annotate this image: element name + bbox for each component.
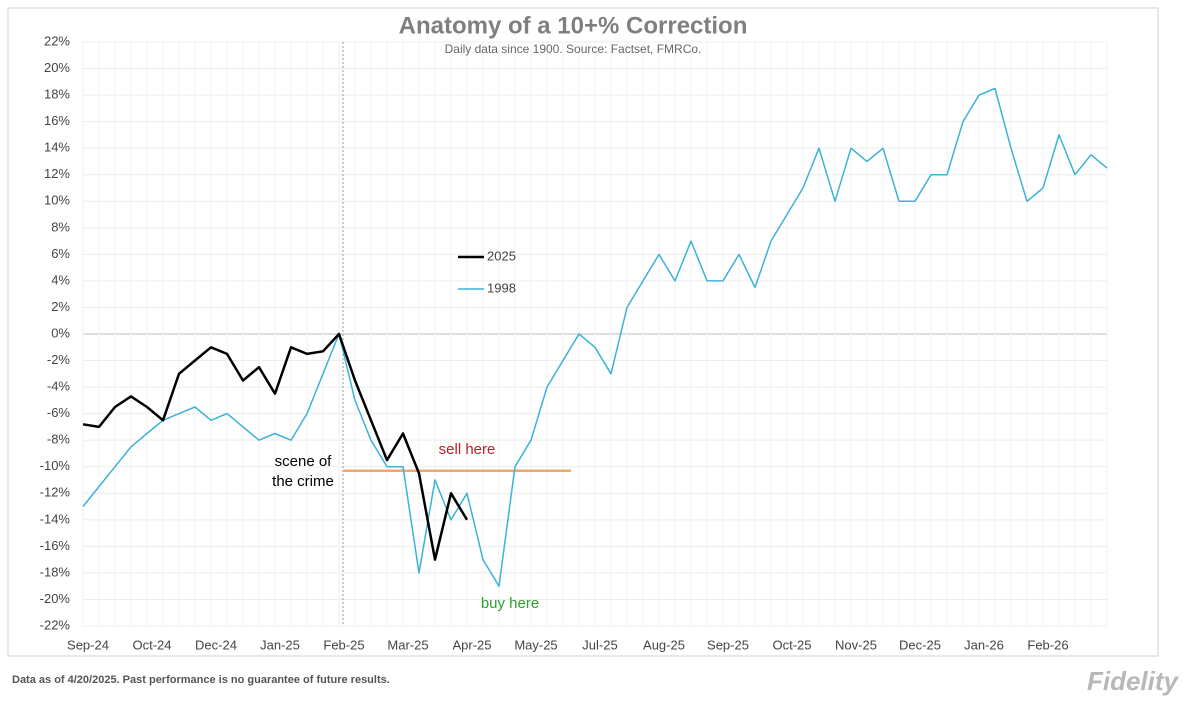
x-tick-label: Feb-26 <box>1027 637 1068 652</box>
y-tick-label: 14% <box>44 140 70 155</box>
x-tick-label: Dec-25 <box>899 637 941 652</box>
x-tick-label: Sep-25 <box>707 637 749 652</box>
footnote: Data as of 4/20/2025. Past performance i… <box>12 674 390 686</box>
y-tick-label: -8% <box>47 432 71 447</box>
y-tick-label: 16% <box>44 113 70 128</box>
x-tick-label: Dec-24 <box>195 637 237 652</box>
x-tick-label: Apr-25 <box>452 637 491 652</box>
x-tick-label: Feb-25 <box>323 637 364 652</box>
y-tick-label: 20% <box>44 60 70 75</box>
chart-frame <box>7 7 1159 657</box>
y-tick-label: -14% <box>40 511 71 526</box>
y-tick-label: 2% <box>51 299 70 314</box>
chart-title: Anatomy of a 10+% Correction <box>399 12 748 39</box>
annotation: scene of <box>275 453 333 470</box>
annotation: buy here <box>481 595 539 612</box>
y-tick-label: -18% <box>40 564 71 579</box>
logo: Fidelity <box>1087 666 1180 696</box>
y-tick-label: -2% <box>47 352 71 367</box>
annotation: sell here <box>439 441 496 458</box>
y-tick-label: 6% <box>51 246 70 261</box>
y-tick-label: 22% <box>44 33 70 48</box>
x-tick-label: Oct-24 <box>132 637 171 652</box>
x-tick-label: Aug-25 <box>643 637 685 652</box>
x-tick-label: Sep-24 <box>67 637 109 652</box>
y-tick-label: -20% <box>40 591 71 606</box>
y-tick-label: -6% <box>47 405 71 420</box>
legend-label: 2025 <box>487 248 516 263</box>
chart-subtitle: Daily data since 1900. Source: Factset, … <box>445 42 702 56</box>
x-tick-label: Mar-25 <box>387 637 428 652</box>
y-tick-label: -10% <box>40 458 71 473</box>
x-tick-label: Jan-26 <box>964 637 1004 652</box>
x-tick-label: May-25 <box>514 637 557 652</box>
y-tick-label: -16% <box>40 538 71 553</box>
legend-label: 1998 <box>487 280 516 295</box>
series-line <box>82 87 1108 587</box>
x-tick-label: Jan-25 <box>260 637 300 652</box>
annotation: the crime <box>272 473 334 490</box>
y-tick-label: 18% <box>44 87 70 102</box>
y-tick-label: 8% <box>51 219 70 234</box>
y-tick-label: -22% <box>40 617 71 632</box>
y-tick-label: 0% <box>51 325 70 340</box>
y-tick-label: 10% <box>44 193 70 208</box>
x-tick-label: Nov-25 <box>835 637 877 652</box>
y-tick-label: -4% <box>47 379 71 394</box>
x-tick-label: Oct-25 <box>772 637 811 652</box>
x-tick-label: Jul-25 <box>582 637 617 652</box>
y-tick-label: 12% <box>44 166 70 181</box>
y-tick-label: 4% <box>51 272 70 287</box>
series-line <box>82 332 469 561</box>
y-tick-label: -12% <box>40 485 71 500</box>
